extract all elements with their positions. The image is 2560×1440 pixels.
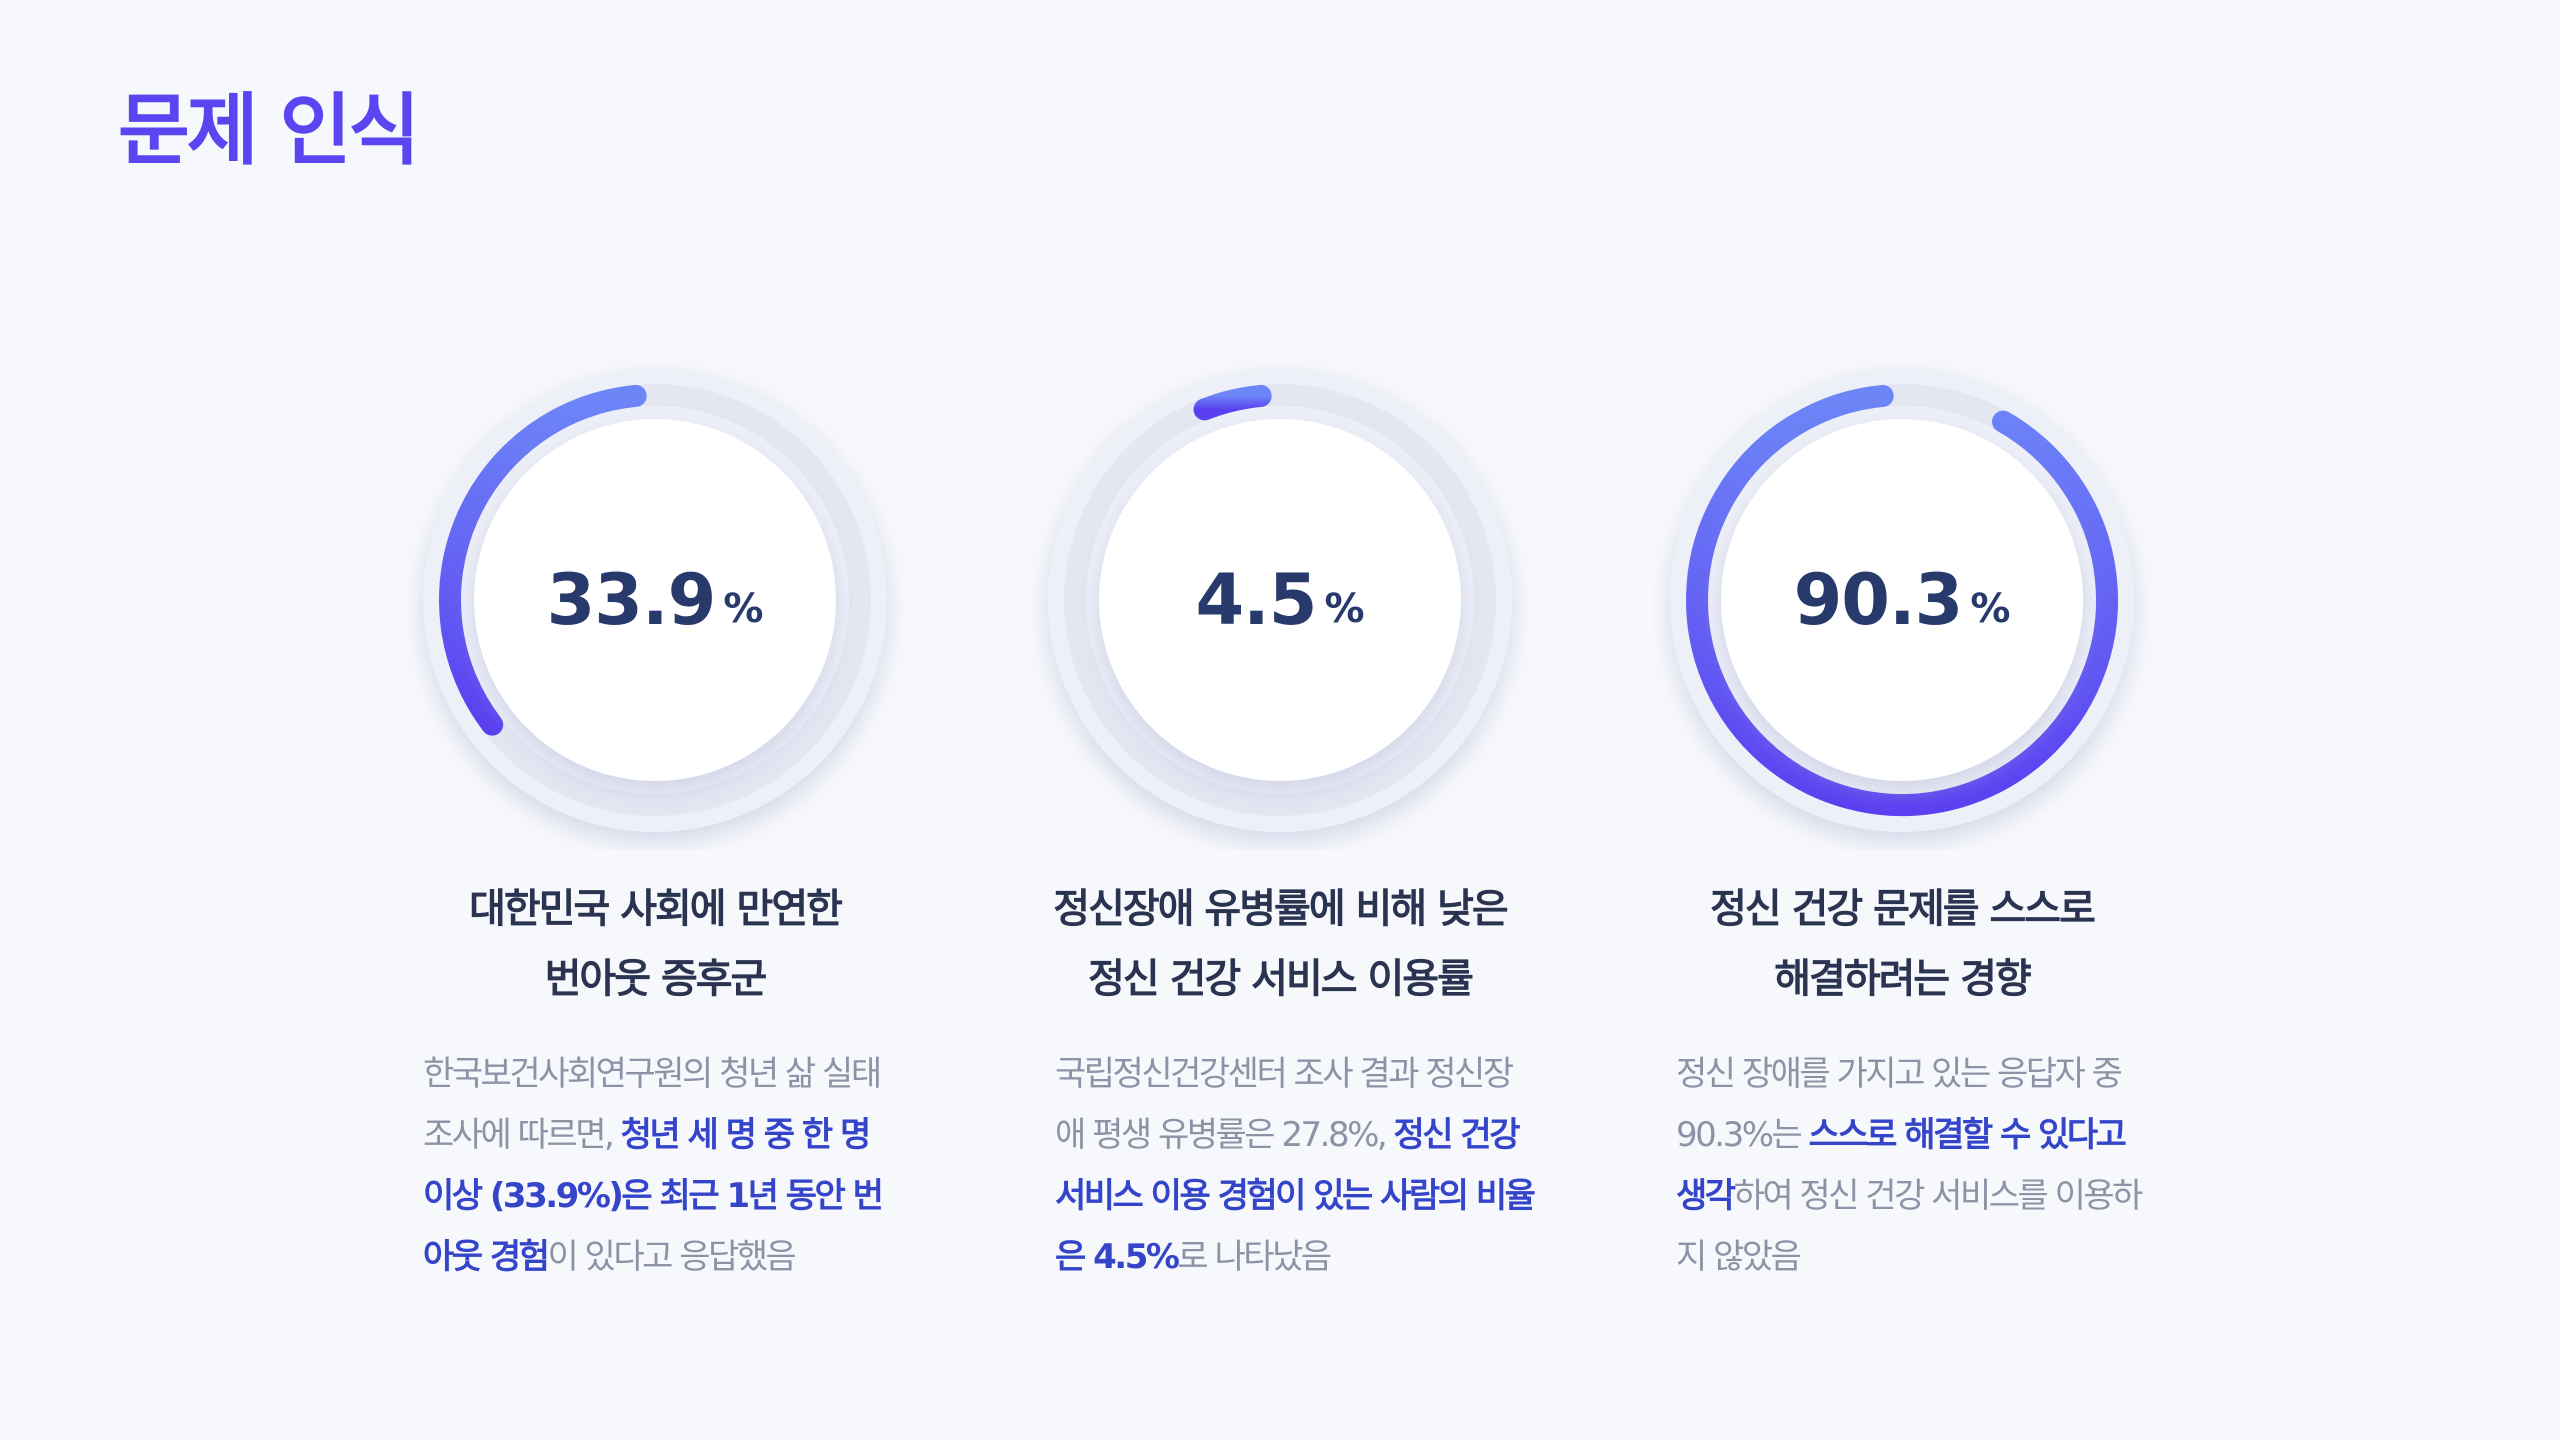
stat-number: 4.5	[1195, 559, 1317, 641]
gauge-progress-arc	[1686, 384, 2118, 816]
stat-heading: 대한민국 사회에 만연한 번아웃 증후군	[365, 874, 945, 1014]
stat-description: 정신 장애를 가지고 있는 응답자 중 90.3%는 스스로 해결할 수 있다고…	[1676, 1044, 2156, 1288]
stat-description-text-end: 로 나타났음	[1177, 1237, 1332, 1277]
stat-unit: %	[723, 586, 764, 632]
stat-description: 한국보건사회연구원의 청년 삶 실태 조사에 따르면, 청년 세 명 중 한 명…	[423, 1044, 903, 1288]
gauge-track	[1064, 384, 1496, 816]
gauge-inner-disk	[474, 419, 836, 781]
stat-unit: %	[1324, 586, 1365, 632]
progress-ring-graphic	[1670, 368, 2134, 832]
stat-description-highlight: 정신 건강 서비스 이용 경험이 있는 사람의 비율은 4.5%	[1055, 1115, 1536, 1277]
stat-heading: 정신장애 유병률에 비해 낮은 정신 건강 서비스 이용률	[990, 874, 1570, 1014]
stat-heading-line-2: 해결하려는 경향	[1774, 956, 2032, 1002]
stat-description-highlight: 청년 세 명 중 한 명 이상 (33.9%)은 최근 1년 동안 번아웃 경험	[423, 1115, 884, 1277]
stat-value: 33.9 %	[405, 350, 905, 850]
progress-ring-graphic	[423, 368, 887, 832]
stat-description: 국립정신건강센터 조사 결과 정신장애 평생 유병률은 27.8%, 정신 건강…	[1055, 1044, 1536, 1288]
progress-ring: 90.3 %	[1652, 350, 2152, 850]
stat-description-text-end: 이 있다고 응답했음	[547, 1237, 796, 1277]
stat-heading-line-2: 정신 건강 서비스 이용률	[1088, 956, 1474, 1002]
progress-ring: 4.5 %	[1030, 350, 1530, 850]
stat-description-highlight: 스스로 해결할 수 있다고 생각	[1676, 1115, 2127, 1216]
stat-heading: 정신 건강 문제를 스스로 해결하려는 경향	[1612, 874, 2192, 1014]
stat-description-text: 국립정신건강센터 조사 결과 정신장애 평생 유병률은 27.8%,	[1055, 1054, 1514, 1155]
stat-heading-line-2: 번아웃 증후군	[544, 956, 768, 1002]
stat-number: 90.3	[1793, 559, 1964, 641]
gauge-inner-disk	[1099, 419, 1461, 781]
progress-ring: 33.9 %	[405, 350, 905, 850]
gauge-progress-arc	[439, 384, 647, 736]
stat-value: 90.3 %	[1652, 350, 2152, 850]
stat-heading-line-1: 정신 건강 문제를 스스로	[1710, 886, 2096, 932]
gauge-inner-disk	[1721, 419, 2083, 781]
progress-ring-graphic	[1048, 368, 1512, 832]
stat-unit: %	[1970, 586, 2011, 632]
stat-value: 4.5 %	[1030, 350, 1530, 850]
gauge-progress-arc	[1193, 384, 1272, 421]
stat-heading-line-1: 대한민국 사회에 만연한	[469, 886, 843, 932]
stat-description-text: 정신 장애를 가지고 있는 응답자 중 90.3%는	[1676, 1054, 2123, 1155]
stat-number: 33.9	[546, 559, 717, 641]
stat-heading-line-1: 정신장애 유병률에 비해 낮은	[1053, 886, 1508, 932]
page-title: 문제 인식	[118, 86, 420, 176]
stat-description-text: 한국보건사회연구원의 청년 삶 실태 조사에 따르면,	[423, 1054, 882, 1155]
stat-description-text-end: 하여 정신 건강 서비스를 이용하지 않았음	[1676, 1176, 2143, 1277]
